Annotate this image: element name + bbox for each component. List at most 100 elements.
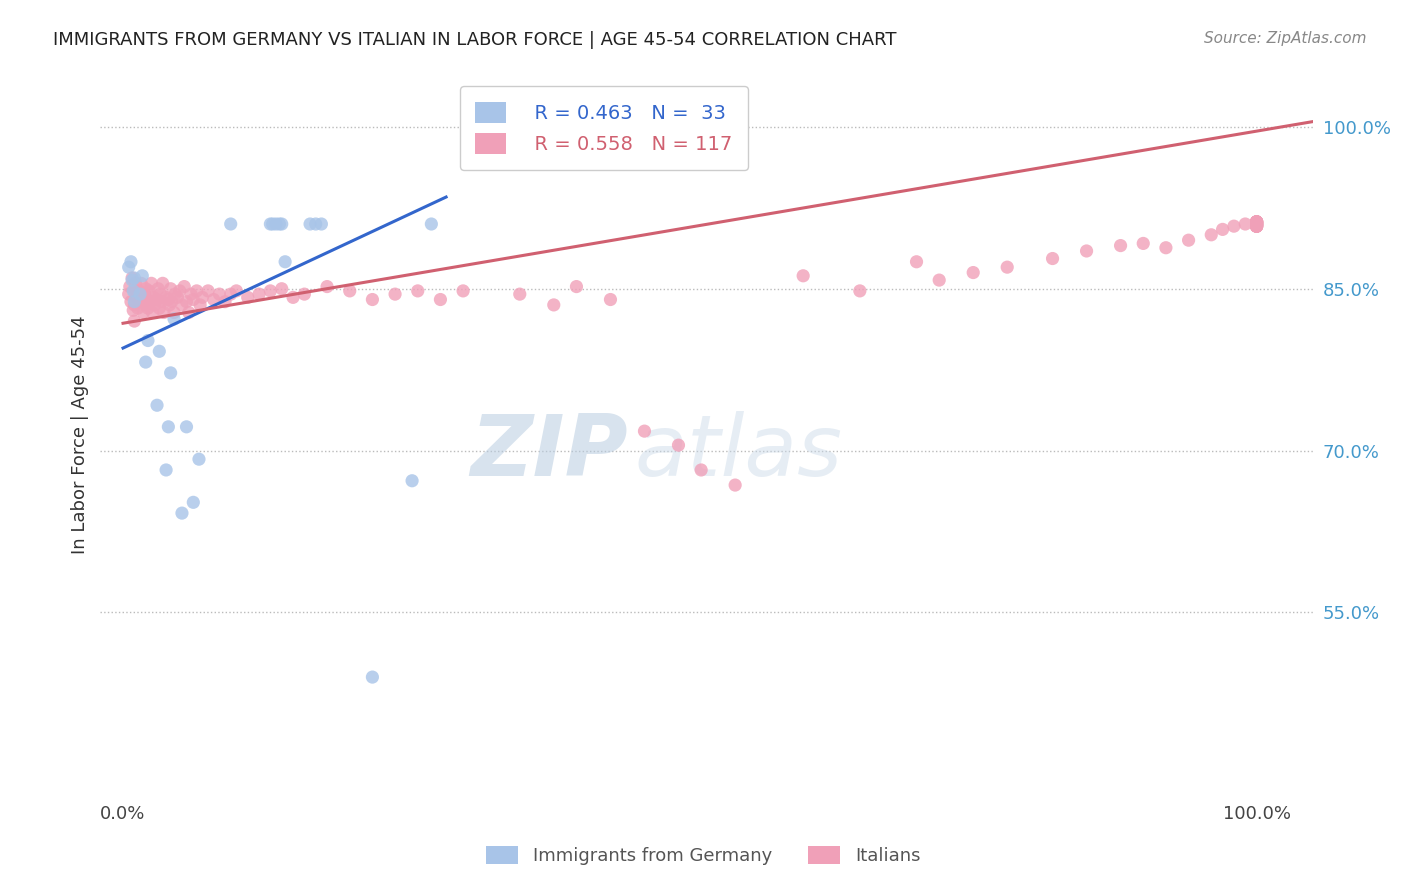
- Point: [1246, 215, 1268, 229]
- Point: [129, 277, 152, 291]
- Point: [305, 217, 328, 231]
- Point: [1246, 215, 1268, 229]
- Point: [1154, 241, 1177, 255]
- Point: [668, 438, 690, 452]
- Point: [124, 284, 146, 298]
- Point: [1246, 215, 1268, 229]
- Point: [118, 279, 141, 293]
- Point: [724, 478, 747, 492]
- Point: [406, 284, 429, 298]
- Point: [247, 287, 270, 301]
- Point: [122, 284, 145, 298]
- Point: [148, 301, 170, 315]
- Point: [849, 284, 872, 298]
- Point: [124, 294, 146, 309]
- Point: [1177, 233, 1199, 247]
- Point: [270, 217, 292, 231]
- Point: [1246, 219, 1268, 234]
- Point: [1246, 217, 1268, 231]
- Point: [121, 273, 143, 287]
- Point: [124, 277, 146, 291]
- Point: [599, 293, 621, 307]
- Point: [1246, 219, 1268, 234]
- Point: [962, 266, 984, 280]
- Point: [509, 287, 531, 301]
- Point: [129, 287, 152, 301]
- Point: [141, 305, 163, 319]
- Point: [633, 424, 655, 438]
- Point: [122, 303, 145, 318]
- Point: [128, 284, 150, 298]
- Point: [143, 298, 166, 312]
- Point: [120, 254, 142, 268]
- Point: [134, 287, 156, 301]
- Point: [1246, 219, 1268, 234]
- Point: [177, 305, 200, 319]
- Point: [361, 293, 384, 307]
- Point: [159, 298, 181, 312]
- Point: [176, 294, 198, 309]
- Point: [124, 298, 146, 312]
- Point: [259, 284, 281, 298]
- Point: [125, 290, 148, 304]
- Point: [214, 294, 236, 309]
- Point: [165, 287, 187, 301]
- Point: [170, 298, 193, 312]
- Point: [191, 290, 214, 304]
- Point: [136, 334, 159, 348]
- Point: [208, 287, 231, 301]
- Point: [131, 294, 153, 309]
- Point: [905, 254, 928, 268]
- Point: [690, 463, 713, 477]
- Point: [219, 217, 242, 231]
- Legend: Immigrants from Germany, Italians: Immigrants from Germany, Italians: [478, 838, 928, 872]
- Point: [269, 217, 291, 231]
- Point: [384, 287, 406, 301]
- Point: [118, 287, 141, 301]
- Point: [1132, 236, 1154, 251]
- Point: [139, 294, 162, 309]
- Point: [316, 279, 339, 293]
- Point: [928, 273, 950, 287]
- Point: [1246, 217, 1268, 231]
- Point: [1246, 215, 1268, 229]
- Point: [155, 463, 177, 477]
- Point: [995, 260, 1018, 275]
- Point: [169, 284, 191, 298]
- Point: [135, 355, 157, 369]
- Point: [149, 287, 172, 301]
- Point: [1246, 217, 1268, 231]
- Point: [311, 217, 333, 231]
- Point: [361, 670, 384, 684]
- Point: [127, 301, 149, 315]
- Point: [146, 398, 169, 412]
- Point: [153, 305, 176, 319]
- Point: [152, 277, 174, 291]
- Point: [141, 277, 163, 291]
- Text: Source: ZipAtlas.com: Source: ZipAtlas.com: [1204, 31, 1367, 46]
- Point: [120, 294, 142, 309]
- Point: [299, 217, 322, 231]
- Point: [281, 290, 304, 304]
- Point: [135, 298, 157, 312]
- Point: [1246, 219, 1268, 234]
- Point: [270, 282, 292, 296]
- Point: [1199, 227, 1222, 242]
- Point: [219, 287, 242, 301]
- Point: [197, 284, 219, 298]
- Point: [429, 293, 451, 307]
- Point: [1109, 238, 1132, 252]
- Point: [1246, 217, 1268, 231]
- Y-axis label: In Labor Force | Age 45-54: In Labor Force | Age 45-54: [72, 315, 89, 554]
- Point: [274, 254, 297, 268]
- Point: [565, 279, 588, 293]
- Text: ZIP: ZIP: [471, 411, 628, 494]
- Point: [163, 312, 186, 326]
- Point: [792, 268, 814, 283]
- Point: [121, 271, 143, 285]
- Point: [1246, 219, 1268, 234]
- Point: [1246, 217, 1268, 231]
- Point: [173, 279, 195, 293]
- Point: [124, 314, 146, 328]
- Point: [1246, 215, 1268, 229]
